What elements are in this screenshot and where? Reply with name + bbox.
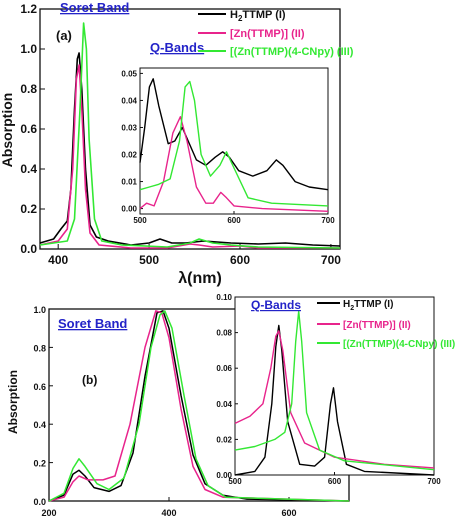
y-tick-label: 0.4 [33,420,46,430]
axes-a-main: 400 500 600 700 0.0 0.2 0.4 0.6 0.8 1.0 1.2 [20,2,341,267]
x-tick-label: 500 [133,216,147,225]
series-line-zn-ttmp-4-cnpy-iii [234,310,435,471]
y-tick-label: 0.4 [20,162,37,176]
legend-a: H2TTMP (I) [Zn(TTMP)] (II) [(Zn(TTMP)(4-… [198,9,354,58]
y-tick-label: 0.2 [33,459,46,469]
series-line-zn-ttmp-ii [39,64,340,249]
series-lines-b-inset [234,310,435,476]
panel-tag-b: (b) [82,373,97,387]
y-axis-label-a: Absorption [0,93,15,168]
y-tick-label: 0.10 [216,293,232,302]
y-tick-label: 0.04 [121,96,137,105]
series-line-h2ttmp-i [139,78,329,191]
inset-frame-b [234,296,435,476]
x-tick-label: 700 [321,216,335,225]
y-tick-label: 1.0 [33,305,46,315]
y-tick-label: 0.0 [20,242,37,256]
legend-label-zn-ttmp-a: [Zn(TTMP)] (II) [230,28,305,40]
panel-tag-a: (a) [56,28,72,43]
x-tick-label: 600 [227,216,241,225]
legend-label-zn-ttmp-cnpy-a: [(Zn(TTMP)(4-CNpy) (III) [230,46,354,58]
y-tick-label: 0.8 [33,343,46,353]
series-line-h2ttmp-i [48,310,350,502]
x-tick-label: 600 [328,477,342,486]
soret-band-label-a: Soret Band [60,0,129,15]
axes-b-inset: 500 600 700 0.00 0.02 0.04 0.06 0.08 0.10 [216,293,441,486]
series-lines-a-main [39,22,341,249]
inset-a: 500 600 700 0.00 0.01 0.02 0.03 0.04 0.05 [121,67,335,225]
y-tick-label: 0.02 [216,435,232,444]
series-line-zn-ttmp-ii [139,116,329,212]
panel-a: 400 500 600 700 0.0 0.2 0.4 0.6 0.8 1.0 1.2 Absorp… [0,0,354,287]
x-axis-label-a: λ(nm) [178,270,222,287]
legend-label-zn-ttmp-cnpy-b: [(Zn(TTMP)(4-CNpy) (III) [343,339,455,350]
y-tick-label: 0.6 [33,382,46,392]
soret-band-label-b: Soret Band [58,316,127,331]
x-tick-label: 200 [41,508,56,516]
y-tick-label: 1.0 [20,42,37,56]
y-axis-label-b: Absorption [6,370,20,434]
legend-label-h2ttmp-a: H2TTMP (I) [230,9,286,23]
series-lines-b-main [48,310,350,502]
y-tick-label: 0.0 [33,497,46,507]
x-tick-label: 500 [139,253,159,267]
y-tick-label: 0.06 [216,364,232,373]
axes-a-inset: 500 600 700 0.00 0.01 0.02 0.03 0.04 0.05 [121,69,335,225]
series-lines-a-inset [139,78,329,212]
series-line-zn-ttmp-4-cnpy-iii [48,310,350,502]
y-tick-label: 0.08 [216,329,232,338]
y-tick-label: 0.2 [20,202,37,216]
x-tick-label: 400 [161,508,176,516]
series-line-zn-ttmp-4-cnpy-iii [39,22,341,249]
y-tick-label: 0.6 [20,122,37,136]
legend-label-zn-ttmp-b: [Zn(TTMP)] (II) [343,320,411,331]
x-tick-label: 400 [48,253,68,267]
y-tick-label: 0.01 [121,178,137,187]
q-bands-label-a: Q-Bands [150,40,204,55]
y-tick-label: 0.03 [121,123,137,132]
inset-b: 500 600 700 0.00 0.02 0.04 0.06 0.08 0.10 [216,293,441,486]
y-tick-label: 0.04 [216,400,232,409]
y-tick-label: 0.00 [121,205,137,214]
series-line-h2ttmp-i [234,324,435,476]
y-tick-label: 1.2 [20,2,37,16]
legend-b: H2TTMP (I) [Zn(TTMP)] (II) [(Zn(TTMP)(4-… [317,299,455,350]
x-tick-label: 600 [230,253,250,267]
x-tick-label: 600 [281,508,296,516]
y-tick-label: 0.00 [216,471,232,480]
q-bands-label-b: Q-Bands [251,298,301,312]
y-tick-label: 0.02 [121,151,137,160]
y-tick-label: 0.05 [121,69,137,78]
x-tick-label: 700 [427,477,441,486]
series-line-zn-ttmp-4-cnpy-iii [139,80,329,207]
y-tick-label: 0.8 [20,82,37,96]
legend-label-h2ttmp-b: H2TTMP (I) [343,299,393,312]
x-tick-label: 700 [321,253,341,267]
panel-b: 200 400 600 0.0 0.2 0.4 0.6 0.8 1.0 Absorption S… [6,293,455,516]
series-line-zn-ttmp-ii [48,310,350,502]
x-tick-label: 500 [228,477,242,486]
series-line-zn-ttmp-ii [234,330,435,469]
